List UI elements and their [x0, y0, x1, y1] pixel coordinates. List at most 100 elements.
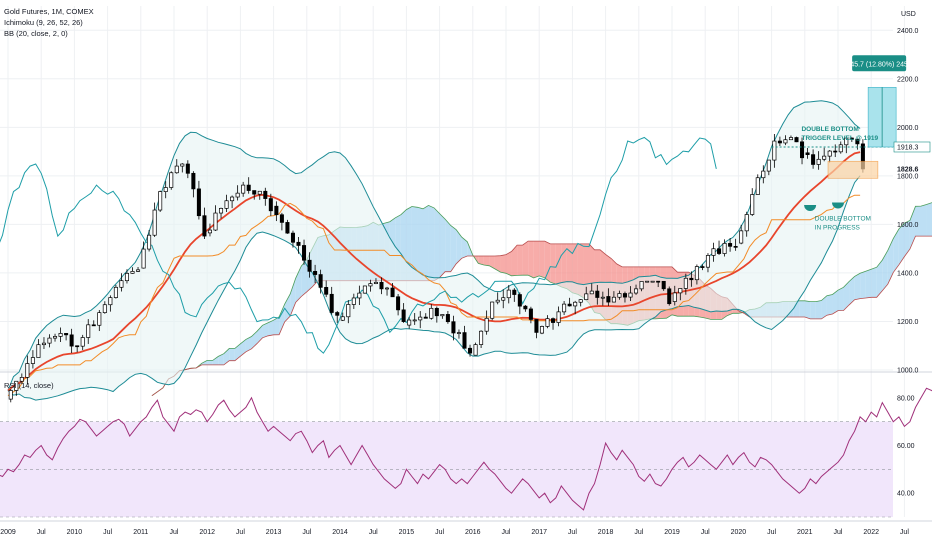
consolidation-box [827, 160, 879, 179]
bear-candle [451, 321, 456, 334]
price-tick-label: 1800.0 [897, 173, 919, 180]
ichimoku-legend[interactable]: Ichimoku (9, 26, 52, 26) [4, 18, 83, 27]
cloud-segment [284, 294, 291, 322]
time-tick-label: 2012 [199, 529, 215, 536]
bear-candle [274, 205, 279, 216]
time-tick-label: Jul [900, 529, 909, 536]
bear-candle [263, 190, 268, 199]
cloud-segment [799, 300, 805, 318]
cloud-segment [832, 290, 838, 315]
bull-candle [750, 194, 755, 215]
bear-candle [794, 137, 799, 143]
time-tick-label: Jul [103, 529, 112, 536]
bear-candle [252, 190, 257, 195]
cloud-segment [423, 205, 429, 281]
bull-candle [578, 299, 583, 303]
bull-candle [163, 187, 168, 192]
cloud-segment [887, 238, 894, 285]
bull-candle [385, 287, 390, 290]
bull-candle [53, 336, 58, 339]
symbol-legend[interactable]: Gold Futures, 1M, COMEX [4, 7, 94, 16]
bull-candle [80, 337, 85, 347]
rsi-tick-label: 60.00 [897, 443, 915, 450]
rsi-legend-wrap: RSI (14, close) [4, 380, 54, 391]
cloud-segment [849, 276, 855, 305]
bull-candle [141, 248, 146, 269]
cloud-segment [826, 294, 833, 316]
bull-candle [611, 296, 616, 303]
bull-candle [207, 229, 212, 234]
bear-candle [196, 188, 201, 217]
bull-candle [180, 163, 185, 167]
trigger-price-label: 1918.3 [897, 144, 919, 151]
bear-candle [379, 281, 384, 290]
cloud-segment [268, 320, 274, 336]
bear-candle [75, 345, 80, 348]
bull-candle [772, 140, 777, 161]
bear-candle [800, 141, 805, 159]
cloud-segment [428, 205, 435, 281]
bb-fill [8, 100, 861, 401]
time-tick-label: 2020 [731, 529, 747, 536]
bear-candle [64, 333, 69, 336]
cloud-segment [212, 356, 219, 365]
bb-legend[interactable]: BB (20, close, 2, 0) [4, 29, 68, 38]
ichimoku-base-line [7, 194, 861, 397]
rsi-legend[interactable]: RSI (14, close) [4, 381, 54, 390]
time-tick-label: 2017 [531, 529, 547, 536]
bull-candle [573, 301, 578, 307]
bear-candle [302, 245, 307, 261]
bull-candle [169, 172, 174, 188]
bear-candle [324, 287, 329, 295]
price-unit-label: USD [901, 11, 916, 18]
bull-candle [152, 209, 157, 236]
cloud-segment [483, 256, 490, 266]
cloud-segment [301, 259, 307, 297]
bull-candle [429, 307, 434, 319]
bull-candle [119, 280, 124, 288]
bear-candle [805, 152, 810, 155]
time-tick-label: Jul [634, 529, 643, 536]
bear-candle [246, 184, 251, 191]
bear-candle [811, 154, 816, 165]
time-tick-label: 2013 [266, 529, 282, 536]
bb-lower [7, 175, 861, 401]
bull-candle [147, 234, 152, 250]
time-tick-label: Jul [369, 529, 378, 536]
bull-candle [362, 285, 367, 294]
bull-candle [407, 319, 412, 326]
cloud-segment [904, 220, 910, 257]
cloud-segment [533, 241, 540, 278]
cloud-segment [279, 304, 285, 335]
bear-candle [689, 277, 694, 281]
cloud-segment [544, 241, 551, 283]
trigger-annotation: DOUBLE BOTTOM [801, 126, 858, 133]
bull-candle [213, 212, 218, 231]
bull-candle [672, 292, 677, 302]
bull-candle [124, 272, 129, 282]
cloud-segment [434, 207, 440, 281]
cloud-segment [450, 225, 457, 272]
bear-candle [434, 307, 439, 317]
bull-candle [495, 299, 500, 303]
cloud-segment [218, 353, 224, 365]
bottom-marker [804, 204, 817, 211]
bull-candle [158, 191, 163, 211]
cloud-segment [528, 241, 534, 278]
bear-candle [656, 280, 661, 283]
price-tick-label: 2200.0 [897, 76, 919, 83]
bull-candle [36, 344, 41, 358]
time-tick-label: 2018 [598, 529, 614, 536]
bear-candle [390, 287, 395, 298]
bear-candle [191, 172, 196, 190]
bull-candle [744, 214, 749, 232]
trigger-price-box [893, 141, 931, 153]
bear-candle [296, 241, 301, 246]
target-label-box [852, 55, 907, 72]
rsi-tick-label: 80.00 [897, 395, 915, 402]
cloud-segment [921, 204, 927, 237]
bull-candle [783, 139, 788, 144]
bear-candle [423, 316, 428, 319]
cloud-segment [561, 243, 567, 289]
time-tick-label: Jul [170, 529, 179, 536]
